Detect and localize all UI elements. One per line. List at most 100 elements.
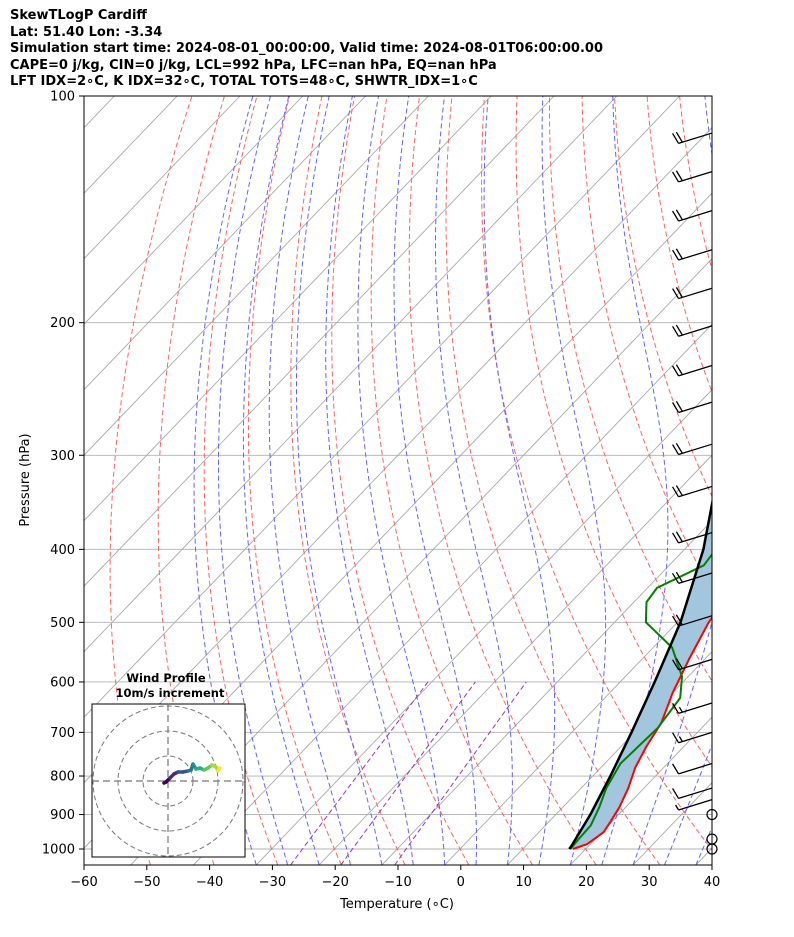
x-tick-label: 0 [457, 875, 465, 890]
x-tick-label: 30 [641, 875, 658, 890]
wind-barb-flag [675, 170, 683, 182]
wind-barb-flag [672, 573, 680, 584]
y-tick-label: 900 [50, 808, 75, 823]
y-axis-label: Pressure (hPa) [18, 433, 33, 526]
wind-barb-flag [672, 288, 680, 299]
y-tick-label: 500 [50, 616, 75, 631]
stability-line: CAPE=0 j/kg, CIN=0 j/kg, LCL=992 hPa, LF… [10, 57, 497, 73]
wind-barb-shaft [678, 401, 713, 414]
wind-barb-flag [672, 788, 680, 799]
isotherm-line [444, 585, 712, 865]
hodograph-title: Wind Profile [126, 671, 206, 685]
wind-barb-half-flag [678, 736, 683, 742]
moist-adiabat [268, 96, 351, 865]
moist-adiabat [601, 96, 669, 865]
wind-barb-shaft [678, 287, 713, 300]
isotherm-line [632, 782, 712, 865]
wind-barb-shaft [678, 702, 713, 715]
dry-adiabat [646, 96, 712, 394]
moist-adiabat [357, 96, 446, 865]
isotherm-line [84, 96, 366, 391]
wind-barb-flag [675, 400, 683, 412]
dry-adiabat [679, 96, 712, 272]
wind-barb-half-flag [675, 804, 680, 811]
mixing-ratio-line [394, 681, 527, 865]
hodograph-subtitle: 10m/s increment [116, 686, 225, 700]
mixing-ratio-line [340, 681, 476, 865]
wind-barb-flag [672, 444, 680, 455]
cin-shaded-area [569, 504, 712, 849]
wind-barb-flag [675, 571, 683, 583]
wind-barb-flag [672, 763, 680, 775]
y-tick-label: 300 [50, 449, 75, 464]
wind-barb-flag [672, 365, 680, 377]
wind-barb-flag [672, 171, 680, 183]
y-tick-label: 700 [50, 726, 75, 741]
moist-adiabat [632, 96, 712, 865]
isotherm-line [84, 96, 429, 456]
wind-barb-flag [672, 732, 680, 744]
wind-barb-flag [675, 658, 683, 669]
dry-adiabat [408, 96, 597, 865]
data-series [568, 497, 712, 850]
isotherm-line [193, 323, 712, 865]
y-tick-label: 400 [50, 543, 75, 558]
x-axis-label: Temperature (∘C) [339, 897, 454, 912]
wind-barb-shaft [678, 787, 713, 800]
wind-barb-shaft [678, 132, 713, 145]
wind-barb-shaft [678, 443, 713, 456]
x-tick-label: −40 [196, 875, 223, 890]
dry-adiabat [745, 96, 794, 865]
isotherm-line [84, 96, 241, 260]
x-tick-label: 20 [578, 875, 595, 890]
dry-adiabat [515, 96, 712, 768]
moist-adiabat [193, 96, 257, 865]
x-tick-label: 10 [515, 875, 532, 890]
moist-adiabat [242, 96, 320, 865]
wind-barb-flag [672, 486, 680, 498]
dry-adiabat [445, 96, 661, 865]
x-tick-label: −10 [384, 875, 411, 890]
wind-barb-shaft [678, 210, 713, 222]
wind-barb-flag [672, 703, 680, 714]
wind-barb-flag [675, 248, 683, 260]
wind-barb-shaft [678, 658, 713, 671]
moist-adiabat [541, 96, 607, 865]
x-tick-label: −30 [259, 875, 286, 890]
wind-barb-flag [675, 209, 683, 221]
wind-barb-flag [672, 659, 680, 671]
wind-barb-flag [675, 531, 683, 543]
y-tick-label: 200 [50, 316, 75, 331]
wind-barbs [672, 131, 718, 855]
wind-barb-flag [675, 364, 683, 376]
index-line: LFT IDX=2∘C, K IDX=32∘C, TOTAL TOTS=48∘C… [10, 74, 478, 90]
wind-barb-shaft [678, 572, 713, 584]
x-tick-label: 40 [704, 875, 721, 890]
wind-barb-flag [672, 249, 680, 261]
isotherm-line [381, 520, 712, 865]
isotherm-line [84, 96, 555, 587]
moist-adiabat [296, 96, 383, 865]
isotherm-line [255, 389, 712, 865]
location-line: Lat: 51.40 Lon: -3.34 [10, 24, 163, 40]
axes: −60 −50 −40 −30 −20 −10 0 10 20 30 40 1000 900 800 700… [42, 90, 720, 891]
hodograph-trace [216, 766, 222, 773]
moist-adiabat [218, 96, 289, 865]
isotherm-line [84, 96, 618, 653]
y-tick-label: 800 [50, 770, 75, 785]
wind-barb-flag [672, 325, 680, 337]
chart-title: SkewTLogP Cardiff [10, 8, 147, 23]
dewpoint-line [569, 552, 712, 850]
wind-barb-shaft [678, 731, 713, 744]
dry-adiabat [157, 96, 225, 865]
wind-barb-shaft [678, 364, 713, 377]
wind-barb-flag [672, 615, 680, 627]
wind-barb-half-flag [678, 706, 683, 713]
wind-barb-flag [672, 402, 680, 413]
wind-barb-shaft [678, 615, 713, 627]
x-tick-label: −50 [133, 875, 160, 890]
moist-adiabat [483, 96, 556, 865]
mixing-ratio-line [290, 681, 429, 865]
y-tick-label: 600 [50, 675, 75, 690]
hodograph-inset: Wind Profile 10m/s increment [91, 671, 246, 858]
